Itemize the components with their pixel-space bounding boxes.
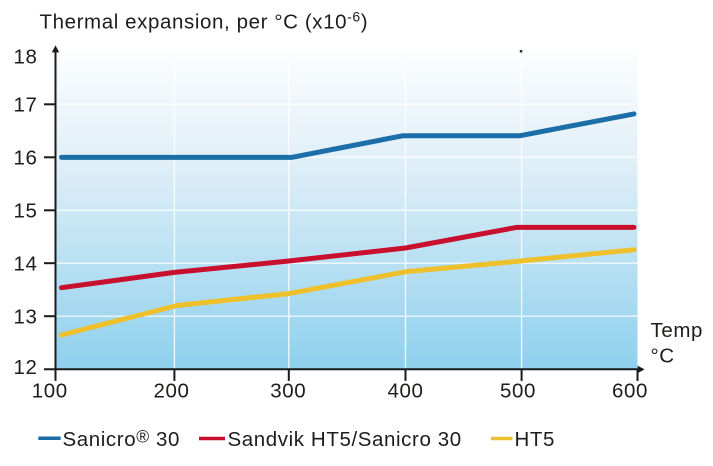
svg-text:Sanicro® 30: Sanicro® 30: [63, 426, 181, 451]
svg-text:600: 600: [612, 380, 648, 403]
svg-text:18: 18: [13, 45, 37, 68]
svg-text:15: 15: [13, 199, 37, 222]
svg-text:500: 500: [500, 380, 536, 403]
svg-text:17: 17: [13, 93, 37, 116]
svg-text:12: 12: [13, 356, 37, 379]
svg-text:°C: °C: [651, 345, 675, 368]
svg-text:400: 400: [387, 380, 423, 403]
svg-text:13: 13: [13, 305, 37, 328]
svg-text:14: 14: [13, 252, 37, 275]
svg-text:300: 300: [270, 380, 306, 403]
svg-text:200: 200: [153, 380, 189, 403]
svg-text:HT5: HT5: [515, 428, 556, 451]
svg-text:Sandvik HT5/Sanicro 30: Sandvik HT5/Sanicro 30: [228, 428, 462, 451]
svg-text:16: 16: [13, 146, 37, 169]
svg-text:100: 100: [32, 380, 68, 403]
svg-text:Temp: Temp: [651, 319, 704, 342]
svg-text:Thermal expansion, per °C (x10: Thermal expansion, per °C (x10-6): [40, 9, 369, 34]
